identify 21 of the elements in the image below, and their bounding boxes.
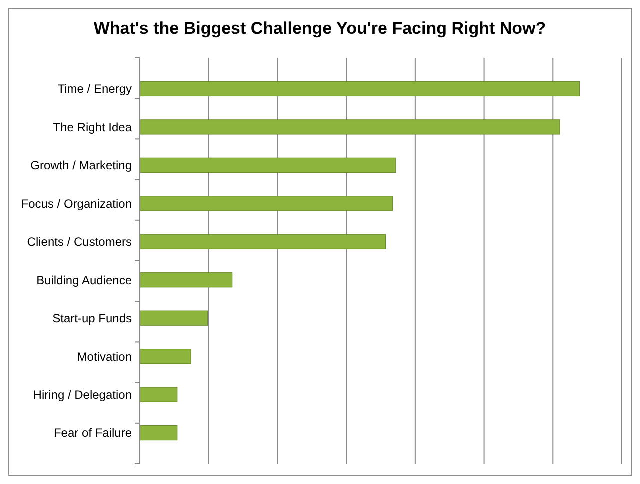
bar (140, 120, 560, 135)
y-tick-label: Clients / Customers (27, 235, 132, 250)
bar (140, 387, 178, 402)
y-tick-label: Fear of Failure (54, 426, 132, 440)
bar (140, 234, 386, 250)
bar (140, 349, 192, 364)
bar (140, 158, 396, 173)
y-tick-label: Focus / Organization (21, 196, 132, 211)
bar (140, 81, 580, 97)
y-tick-label: The Right Idea (53, 120, 132, 134)
y-tick-label: Start-up Funds (52, 312, 132, 326)
chart-title: What's the Biggest Challenge You're Facing Right Now? (94, 19, 546, 38)
bar (140, 196, 394, 212)
y-tick-label: Hiring / Delegation (33, 388, 132, 402)
y-tick-label: Motivation (77, 350, 132, 364)
bar (140, 425, 178, 441)
bar (140, 310, 208, 326)
y-tick-label: Growth / Marketing (30, 158, 132, 173)
bar (140, 272, 233, 288)
y-tick-label: Time / Energy (58, 82, 132, 96)
y-tick-label: Building Audience (36, 273, 132, 288)
